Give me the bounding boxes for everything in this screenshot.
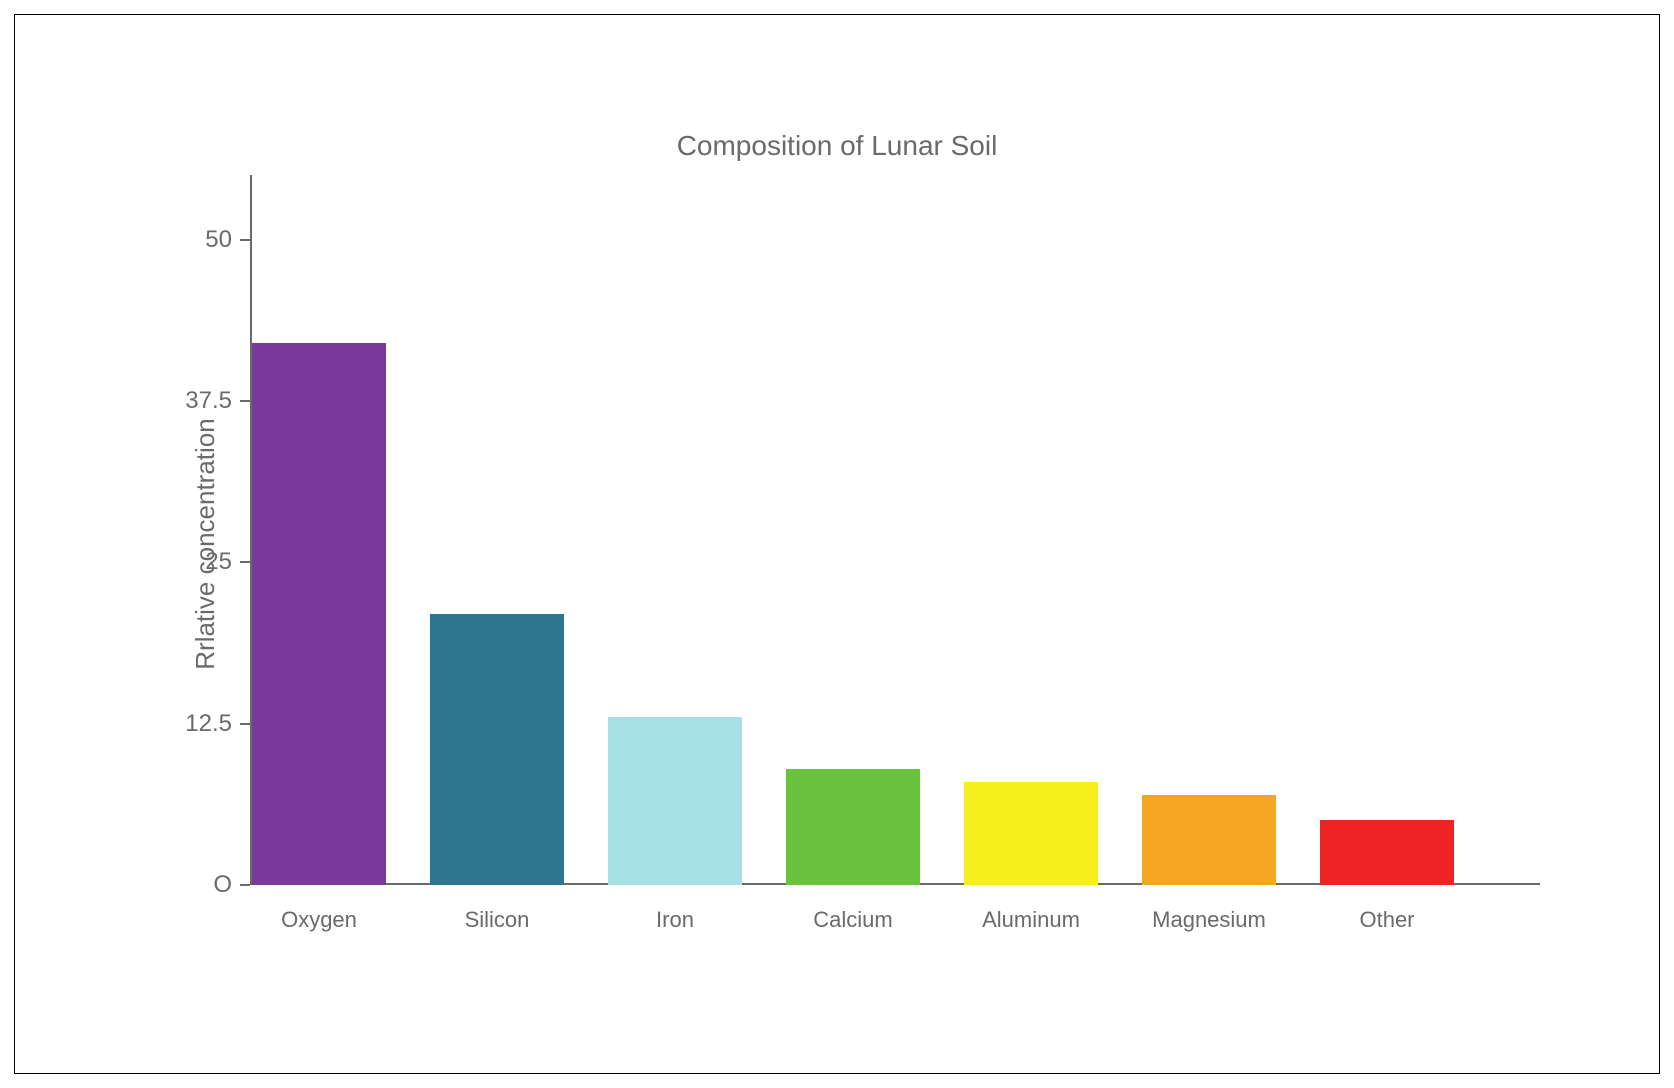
x-tick-label: Silicon (465, 907, 530, 933)
bar (1320, 820, 1454, 885)
x-tick-label: Aluminum (982, 907, 1080, 933)
y-tick-label: O (213, 871, 232, 899)
y-tick-label: 12.5 (185, 710, 232, 738)
x-tick-label: Magnesium (1152, 907, 1266, 933)
chart-frame: Composition of Lunar Soil Rrlative conce… (14, 14, 1660, 1074)
y-tick (240, 723, 250, 725)
y-tick (240, 400, 250, 402)
bars-container (250, 175, 1530, 885)
x-tick-label: Iron (656, 907, 694, 933)
bar (252, 343, 386, 885)
chart-title: Composition of Lunar Soil (15, 130, 1659, 162)
plot-area: O12.52537.550OxygenSiliconIronCalciumAlu… (250, 175, 1530, 885)
bar (608, 717, 742, 885)
y-axis-label: Rrlative concentration (190, 418, 221, 669)
bar (1142, 795, 1276, 885)
bar (964, 782, 1098, 885)
y-tick (240, 239, 250, 241)
x-tick-label: Oxygen (281, 907, 357, 933)
y-tick-label: 50 (205, 226, 232, 254)
y-tick-label: 25 (205, 548, 232, 576)
bar (430, 614, 564, 885)
bar (786, 769, 920, 885)
x-tick-label: Calcium (813, 907, 892, 933)
y-tick (240, 561, 250, 563)
x-tick-label: Other (1359, 907, 1414, 933)
y-tick-label: 37.5 (185, 387, 232, 415)
y-tick (240, 884, 250, 886)
